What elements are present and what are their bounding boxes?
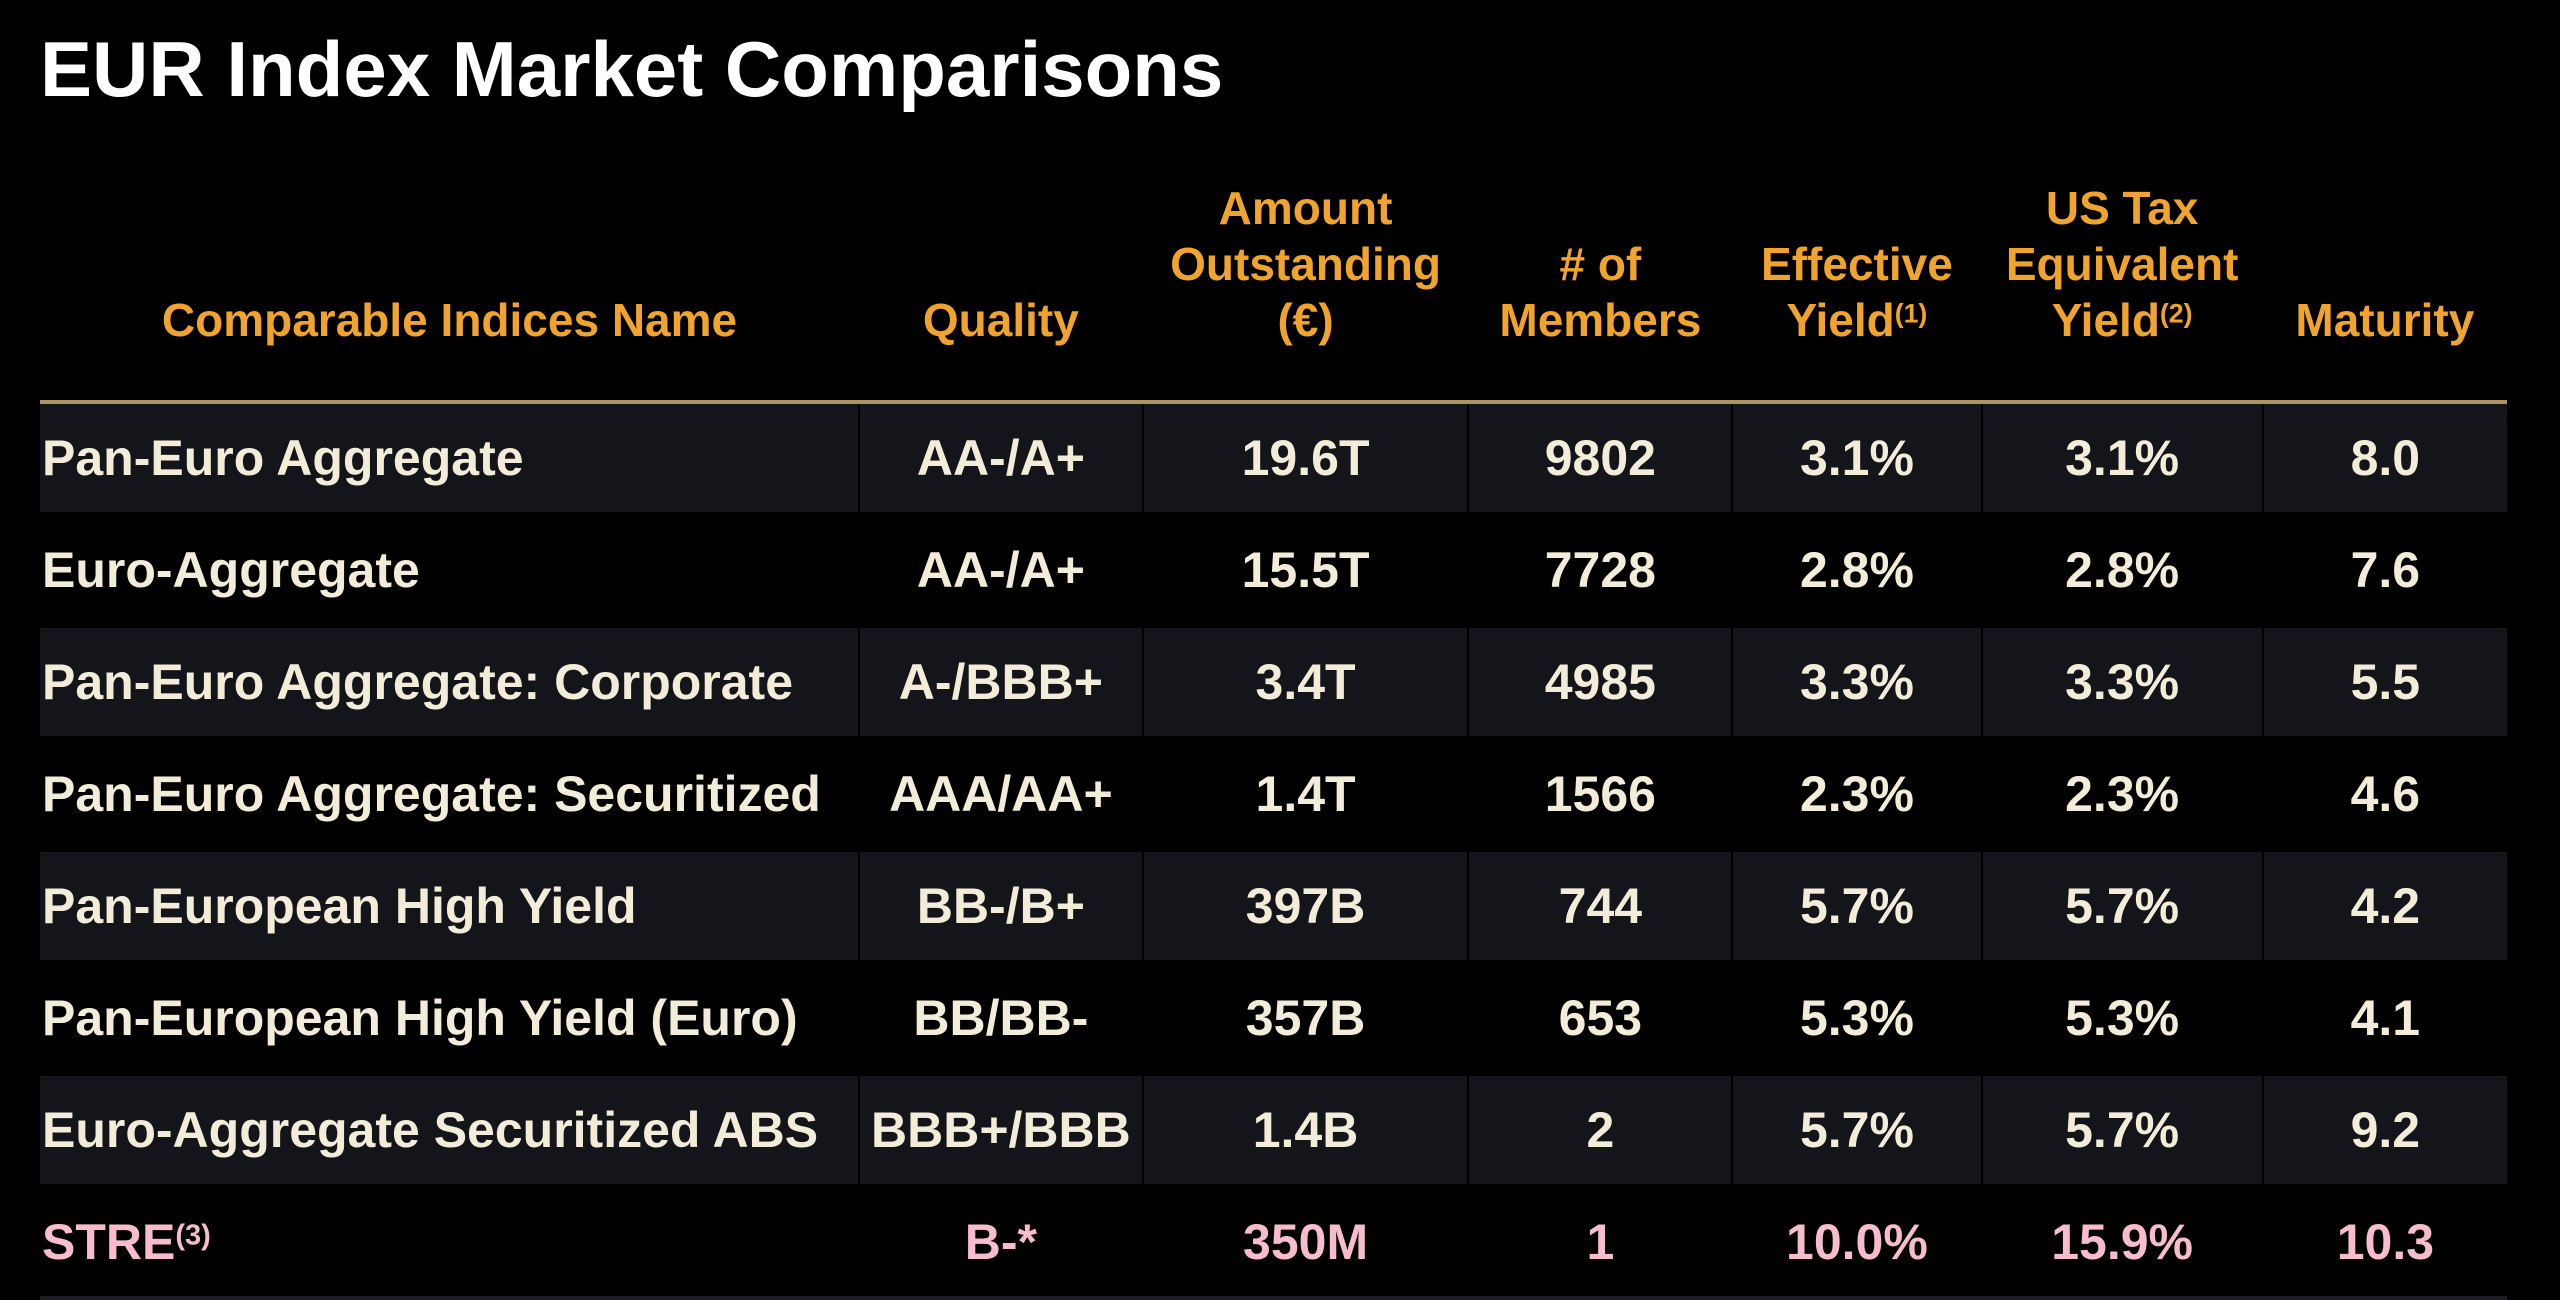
cell-quality: AAA/AA+	[858, 738, 1143, 850]
cell-maturity: 9.2	[2261, 1074, 2507, 1186]
cell-name: Pan-Euro Aggregate	[42, 430, 524, 486]
cell-amount: 397B	[1141, 850, 1469, 962]
cell-quality: AA-/A+	[858, 402, 1143, 514]
cell-members: 653	[1467, 962, 1733, 1074]
cell-us-tax-equivalent-yield: 5.7%	[1980, 850, 2263, 962]
cell-us-tax-equivalent-yield: 15.9%	[1980, 1186, 2263, 1298]
cell-effective-yield: 5.3%	[1731, 962, 1982, 1074]
cell-members: 744	[1467, 850, 1733, 962]
header-label: US Tax Equivalent Yield	[2005, 181, 2239, 346]
cell-maturity: 5.5	[2261, 626, 2507, 738]
cell-effective-yield: 5.7%	[1731, 850, 1982, 962]
cell-maturity: 4.1	[2261, 962, 2507, 1074]
cell-effective-yield: 5.7%	[1731, 1074, 1982, 1186]
table-row-pan-european-high-yield: Pan-European High Yield BB-/B+ 397B 744 …	[40, 850, 2507, 962]
cell-maturity: 4.6	[2261, 738, 2507, 850]
cell-maturity: 10.3	[2261, 1186, 2507, 1298]
header-maturity: Maturity	[2263, 108, 2507, 402]
cell-maturity: 8.0	[2261, 402, 2507, 514]
cell-amount: 1.4T	[1141, 738, 1469, 850]
header-label: Comparable Indices Name	[161, 293, 738, 346]
header-comparable-indices-name: Comparable Indices Name	[40, 108, 859, 402]
header-label: Amount Outstanding (€)	[1170, 181, 1441, 346]
cell-members: 7728	[1467, 514, 1733, 626]
cell-name: Euro-Aggregate	[42, 542, 420, 598]
cell-members: 1566	[1467, 738, 1733, 850]
header-us-tax-equivalent-yield: US Tax Equivalent Yield(2)	[1982, 108, 2263, 402]
cell-us-tax-equivalent-yield: 2.3%	[1980, 738, 2263, 850]
footnote-marker-1: (1)	[1894, 298, 1928, 329]
cell-effective-yield: 3.3%	[1731, 626, 1982, 738]
cell-effective-yield: 2.8%	[1731, 514, 1982, 626]
cell-maturity: 7.6	[2261, 514, 2507, 626]
cell-name: Pan-European High Yield (Euro)	[42, 990, 798, 1046]
table-row-pan-euro-aggregate-corporate: Pan-Euro Aggregate: Corporate A-/BBB+ 3.…	[40, 626, 2507, 738]
cell-effective-yield: 3.1%	[1731, 402, 1982, 514]
cell-us-tax-equivalent-yield: 3.3%	[1980, 626, 2263, 738]
cell-name: Pan-European High Yield	[42, 878, 637, 934]
table-header: Comparable Indices Name Quality Amount O…	[40, 108, 2507, 402]
cell-amount: 350M	[1141, 1186, 1469, 1298]
cell-name: Euro-Aggregate Securitized ABS	[42, 1102, 819, 1158]
slide: EUR Index Market Comparisons Comparable …	[40, 25, 2507, 1298]
table-row-pan-euro-aggregate: Pan-Euro Aggregate AA-/A+ 19.6T 9802 3.1…	[40, 402, 2507, 514]
stre-label: STRE	[42, 1214, 176, 1270]
cell-us-tax-equivalent-yield: 2.8%	[1980, 514, 2263, 626]
header-effective-yield: Effective Yield(1)	[1732, 108, 1981, 402]
table-row-pan-euro-aggregate-securitized: Pan-Euro Aggregate: Securitized AAA/AA+ …	[40, 738, 2507, 850]
cell-name: STRE(3)	[40, 1186, 859, 1298]
cell-members: 1	[1467, 1186, 1733, 1298]
table-row-euro-aggregate-securitized-abs: Euro-Aggregate Securitized ABS BBB+/BBB …	[40, 1074, 2507, 1186]
header-row: Comparable Indices Name Quality Amount O…	[40, 108, 2507, 402]
header-amount-outstanding: Amount Outstanding (€)	[1143, 108, 1469, 402]
footnote-marker-2: (2)	[2159, 298, 2193, 329]
cell-maturity: 4.2	[2261, 850, 2507, 962]
table-row-stre: STRE(3) B-* 350M 1 10.0% 15.9% 10.3	[40, 1186, 2507, 1298]
header-label: Effective Yield	[1761, 237, 1953, 346]
cell-members: 4985	[1467, 626, 1733, 738]
cell-amount: 1.4B	[1141, 1074, 1469, 1186]
header-num-members: # of Members	[1468, 108, 1732, 402]
cell-quality: AA-/A+	[858, 514, 1143, 626]
comparisons-table: Comparable Indices Name Quality Amount O…	[40, 108, 2507, 1300]
cell-us-tax-equivalent-yield: 5.3%	[1980, 962, 2263, 1074]
cell-amount: 19.6T	[1141, 402, 1469, 514]
footnote-marker-3: (3)	[175, 1219, 211, 1252]
cell-effective-yield: 10.0%	[1731, 1186, 1982, 1298]
cell-members: 9802	[1467, 402, 1733, 514]
cell-quality: BB/BB-	[858, 962, 1143, 1074]
cell-name: Pan-Euro Aggregate: Corporate	[42, 654, 794, 710]
header-label: # of Members	[1499, 237, 1702, 346]
table-body: Pan-Euro Aggregate AA-/A+ 19.6T 9802 3.1…	[40, 402, 2507, 1298]
table-row-pan-european-high-yield-euro: Pan-European High Yield (Euro) BB/BB- 35…	[40, 962, 2507, 1074]
table-row-euro-aggregate: Euro-Aggregate AA-/A+ 15.5T 7728 2.8% 2.…	[40, 514, 2507, 626]
cell-quality: B-*	[858, 1186, 1143, 1298]
page-title: EUR Index Market Comparisons	[40, 25, 1224, 113]
cell-quality: BB-/B+	[858, 850, 1143, 962]
cell-quality: A-/BBB+	[858, 626, 1143, 738]
header-quality: Quality	[859, 108, 1143, 402]
cell-name: Pan-Euro Aggregate: Securitized	[42, 766, 821, 822]
cell-effective-yield: 2.3%	[1731, 738, 1982, 850]
cell-quality: BBB+/BBB	[858, 1074, 1143, 1186]
cell-us-tax-equivalent-yield: 5.7%	[1980, 1074, 2263, 1186]
header-label: Quality	[922, 293, 1079, 346]
header-label: Maturity	[2295, 293, 2475, 346]
cell-amount: 15.5T	[1141, 514, 1469, 626]
cell-amount: 357B	[1141, 962, 1469, 1074]
cell-us-tax-equivalent-yield: 3.1%	[1980, 402, 2263, 514]
cell-amount: 3.4T	[1141, 626, 1469, 738]
cell-members: 2	[1467, 1074, 1733, 1186]
